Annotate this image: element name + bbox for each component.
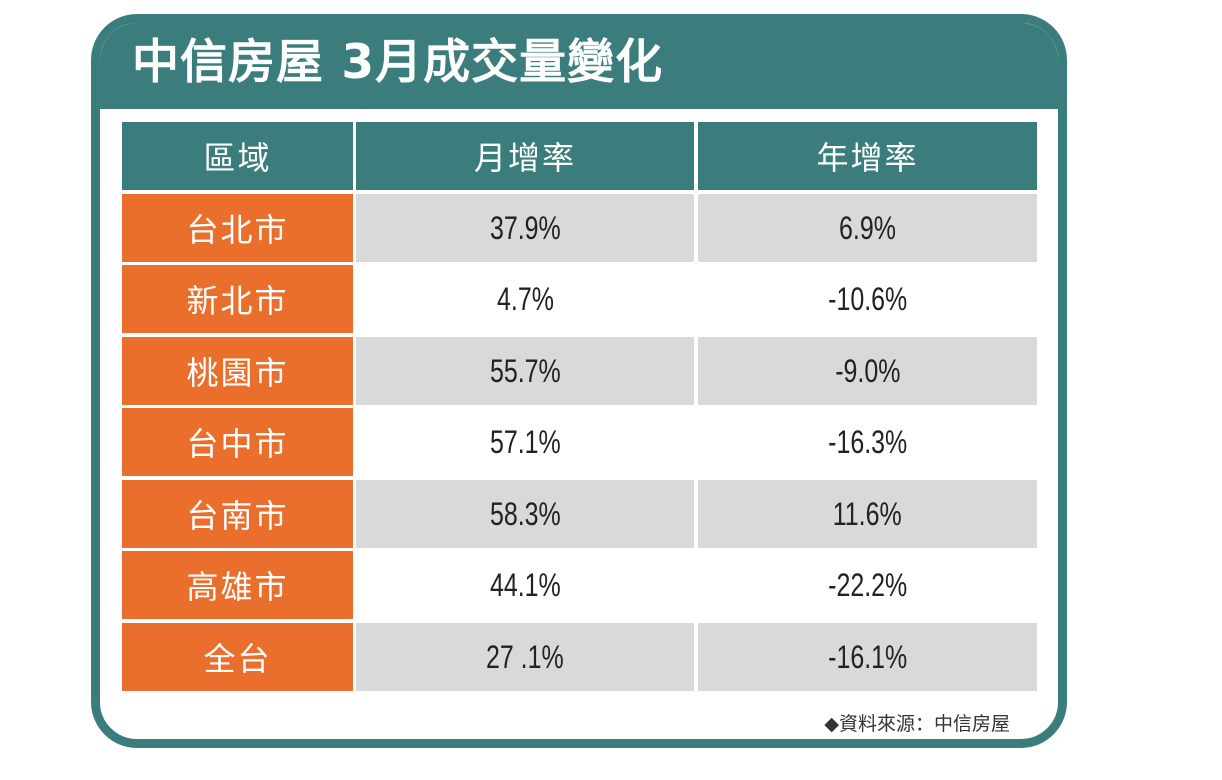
mom-cell: 57.1% (356, 408, 694, 476)
yoy-cell: -16.3% (698, 408, 1037, 476)
mom-cell: 4.7% (356, 265, 694, 333)
mom-value: 27 .1% (486, 638, 564, 675)
table-row: 台南市 58.3% 11.6% (122, 480, 1037, 548)
table-row: 桃園市 55.7% -9.0% (122, 337, 1037, 405)
yoy-cell: -22.2% (698, 551, 1037, 619)
header-yoy: 年增率 (698, 122, 1037, 190)
mom-cell: 27 .1% (356, 623, 694, 691)
mom-cell: 58.3% (356, 480, 694, 548)
yoy-value: -22.2% (827, 566, 908, 603)
yoy-value: -16.1% (827, 638, 908, 675)
region-cell: 高雄市 (122, 551, 353, 619)
region-cell: 台中市 (122, 408, 353, 476)
mom-value: 55.7% (489, 352, 561, 389)
header-mom: 月增率 (356, 122, 694, 190)
mom-cell: 37.9% (356, 194, 694, 262)
region-cell: 台北市 (122, 194, 353, 262)
region-cell: 全台 (122, 623, 353, 691)
page-title: 中信房屋 3月成交量變化 (132, 35, 664, 90)
yoy-value: -10.6% (827, 280, 908, 317)
title-bar: 中信房屋 3月成交量變化 (100, 23, 1058, 109)
table-row: 高雄市 44.1% -22.2% (122, 551, 1037, 619)
infographic-card: 中信房屋 3月成交量變化 區域 月增率 年增率 台北市 37.9% 6.9% 新… (91, 14, 1067, 748)
yoy-value: 6.9% (839, 209, 896, 246)
region-cell: 台南市 (122, 480, 353, 548)
yoy-value: -9.0% (834, 352, 901, 389)
yoy-value: 11.6% (833, 495, 902, 532)
region-cell: 桃園市 (122, 337, 353, 405)
table-row: 全台 27 .1% -16.1% (122, 623, 1037, 691)
header-region: 區域 (122, 122, 353, 190)
source-note: ◆資料來源：中信房屋 (824, 713, 1010, 735)
mom-value: 4.7% (496, 280, 554, 317)
table-header-row: 區域 月增率 年增率 (122, 122, 1037, 190)
table-row: 台北市 37.9% 6.9% (122, 194, 1037, 262)
mom-value: 57.1% (489, 423, 561, 460)
yoy-cell: -9.0% (698, 337, 1037, 405)
mom-value: 44.1% (489, 566, 561, 603)
yoy-value: -16.3% (827, 423, 908, 460)
mom-value: 58.3% (489, 495, 561, 532)
mom-cell: 44.1% (356, 551, 694, 619)
table-row: 新北市 4.7% -10.6% (122, 265, 1037, 333)
table-row: 台中市 57.1% -16.3% (122, 408, 1037, 476)
mom-value: 37.9% (489, 209, 561, 246)
region-cell: 新北市 (122, 265, 353, 333)
yoy-cell: 11.6% (698, 480, 1037, 548)
mom-cell: 55.7% (356, 337, 694, 405)
yoy-cell: 6.9% (698, 194, 1037, 262)
yoy-cell: -16.1% (698, 623, 1037, 691)
yoy-cell: -10.6% (698, 265, 1037, 333)
